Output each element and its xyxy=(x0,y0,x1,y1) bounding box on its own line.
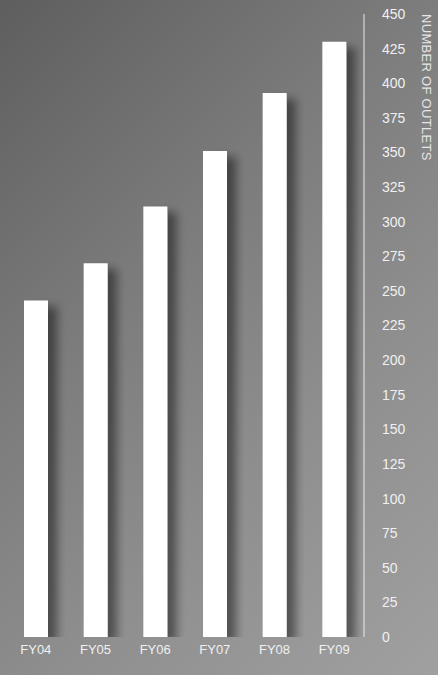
svg-text:75: 75 xyxy=(382,525,398,541)
svg-text:275: 275 xyxy=(382,248,406,264)
svg-text:425: 425 xyxy=(382,41,406,57)
svg-text:225: 225 xyxy=(382,317,406,333)
svg-text:300: 300 xyxy=(382,214,406,230)
svg-text:375: 375 xyxy=(382,110,406,126)
svg-text:400: 400 xyxy=(382,75,406,91)
svg-text:250: 250 xyxy=(382,283,406,299)
svg-text:FY07: FY07 xyxy=(199,642,230,657)
svg-text:50: 50 xyxy=(382,560,398,576)
svg-text:150: 150 xyxy=(382,421,406,437)
svg-text:350: 350 xyxy=(382,144,406,160)
svg-text:100: 100 xyxy=(382,491,406,507)
svg-text:FY06: FY06 xyxy=(140,642,171,657)
svg-text:25: 25 xyxy=(382,594,398,610)
svg-text:325: 325 xyxy=(382,179,406,195)
svg-text:FY04: FY04 xyxy=(20,642,51,657)
svg-text:FY08: FY08 xyxy=(259,642,290,657)
svg-text:0: 0 xyxy=(382,629,390,645)
svg-text:175: 175 xyxy=(382,387,406,403)
svg-text:FY09: FY09 xyxy=(319,642,350,657)
svg-text:125: 125 xyxy=(382,456,406,472)
svg-text:200: 200 xyxy=(382,352,406,368)
svg-text:450: 450 xyxy=(382,6,406,22)
html-text:NUMBER OF OUTLETS: NUMBER OF OUTLETS xyxy=(419,14,434,161)
svg-text:FY05: FY05 xyxy=(80,642,111,657)
